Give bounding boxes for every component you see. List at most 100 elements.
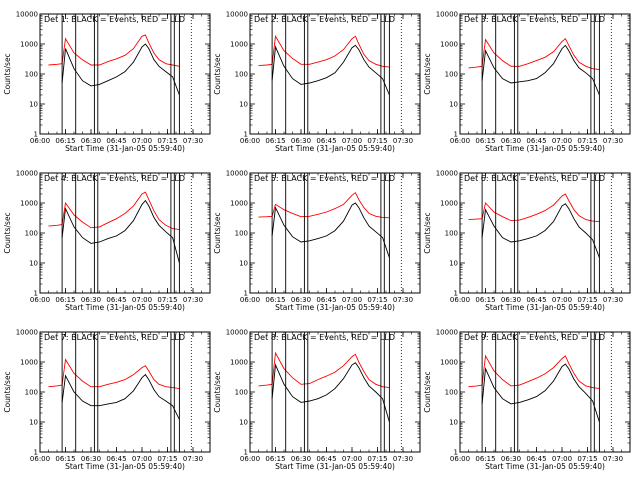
series-line-lld bbox=[48, 191, 180, 231]
y-tick-label: 100 bbox=[235, 389, 248, 397]
panel-title: Det 2: BLACK = Events, RED = LLD bbox=[254, 15, 395, 24]
series-line-events bbox=[481, 363, 600, 423]
x-tick-label: 07:15 bbox=[577, 455, 597, 463]
y-tick-label: 1 bbox=[454, 131, 458, 139]
series-line-events bbox=[271, 202, 390, 258]
y-tick-label: 10 bbox=[449, 101, 458, 109]
panel-title: Det 3: BLACK = Events, RED = LLD bbox=[464, 15, 605, 24]
y-tick-label: 1 bbox=[244, 449, 248, 457]
plot-frame bbox=[459, 331, 631, 453]
x-tick-label: 07:00 bbox=[552, 455, 572, 463]
panel-title: Det 8: BLACK = Events, RED = LLD bbox=[254, 333, 395, 342]
y-tick-label: 10 bbox=[449, 260, 458, 268]
series-line-lld bbox=[468, 354, 600, 390]
x-tick-label: 07:30 bbox=[393, 137, 413, 145]
x-tick-label: 07:15 bbox=[577, 137, 597, 145]
x-tick-label: 06:15 bbox=[55, 137, 75, 145]
x-tick-label: 06:15 bbox=[475, 455, 495, 463]
y-tick-label: 10 bbox=[29, 101, 38, 109]
y-tick-label: 10 bbox=[29, 419, 38, 427]
y-tick-label: 1 bbox=[454, 290, 458, 298]
x-tick-label: 07:30 bbox=[603, 137, 623, 145]
x-tick-label: 06:00 bbox=[240, 455, 260, 463]
y-tick-label: 1 bbox=[34, 449, 38, 457]
x-tick-label: 07:15 bbox=[157, 455, 177, 463]
plot-frame bbox=[39, 172, 211, 294]
y-axis-label: Counts/sec bbox=[3, 212, 12, 253]
x-tick-label: 06:30 bbox=[81, 296, 101, 304]
series-line-lld bbox=[258, 351, 390, 389]
x-tick-label: 07:30 bbox=[183, 455, 203, 463]
x-tick-label: 07:15 bbox=[157, 296, 177, 304]
x-tick-label: 07:15 bbox=[367, 137, 387, 145]
panel-title: Det 4: BLACK = Events, RED = LLD bbox=[44, 174, 185, 183]
x-tick-label: 06:00 bbox=[30, 296, 50, 304]
plot-frame bbox=[459, 13, 631, 135]
y-tick-label: 1 bbox=[34, 131, 38, 139]
y-tick-label: 1000 bbox=[20, 41, 38, 49]
series-line-events bbox=[271, 362, 390, 423]
x-tick-label: 07:30 bbox=[603, 455, 623, 463]
y-tick-label: 10 bbox=[239, 101, 248, 109]
y-tick-label: 10000 bbox=[436, 170, 458, 178]
x-tick-label: 06:30 bbox=[291, 296, 311, 304]
x-tick-label: 07:00 bbox=[342, 296, 362, 304]
y-tick-label: 100 bbox=[445, 230, 458, 238]
x-tick-label: 06:45 bbox=[526, 296, 546, 304]
detector-panel-2: Det 2: BLACK = Events, RED = LLD 1 10 100 10… bbox=[213, 11, 421, 153]
x-axis-label: Start Time (31-Jan-05 05:59:40) bbox=[65, 303, 185, 312]
series-line-events bbox=[61, 373, 180, 420]
x-tick-label: 06:15 bbox=[475, 296, 495, 304]
series-line-lld bbox=[48, 358, 180, 390]
detector-panel-9: Det 9: BLACK = Events, RED = LLD 1 10 100 10… bbox=[423, 329, 631, 471]
panel-title: Det 6: BLACK = Events, RED = LLD bbox=[464, 174, 605, 183]
plot-frame bbox=[39, 331, 211, 453]
detector-panel-7: Det 7: BLACK = Events, RED = LLD 1 10 100 10… bbox=[3, 329, 211, 471]
x-tick-label: 07:15 bbox=[577, 296, 597, 304]
x-tick-label: 07:30 bbox=[183, 137, 203, 145]
plot-frame bbox=[249, 13, 421, 135]
x-tick-label: 06:30 bbox=[81, 455, 101, 463]
x-tick-label: 07:30 bbox=[183, 296, 203, 304]
x-tick-label: 06:45 bbox=[526, 455, 546, 463]
x-tick-label: 06:15 bbox=[265, 455, 285, 463]
x-tick-label: 06:30 bbox=[501, 137, 521, 145]
y-tick-label: 1000 bbox=[230, 41, 248, 49]
y-axis-label: Counts/sec bbox=[213, 53, 222, 94]
x-tick-label: 06:00 bbox=[450, 137, 470, 145]
x-tick-label: 07:00 bbox=[552, 137, 572, 145]
x-tick-label: 07:00 bbox=[132, 455, 152, 463]
x-tick-label: 06:00 bbox=[240, 296, 260, 304]
x-tick-label: 07:30 bbox=[393, 455, 413, 463]
x-tick-label: 06:45 bbox=[106, 296, 126, 304]
y-tick-label: 10000 bbox=[226, 170, 248, 178]
x-axis-label: Start Time (31-Jan-05 05:59:40) bbox=[65, 462, 185, 471]
y-tick-label: 1000 bbox=[20, 200, 38, 208]
y-tick-label: 100 bbox=[25, 230, 38, 238]
series-line-events bbox=[481, 44, 600, 96]
y-axis-label: Counts/sec bbox=[213, 212, 222, 253]
x-tick-label: 06:15 bbox=[265, 137, 285, 145]
x-tick-label: 06:30 bbox=[501, 455, 521, 463]
y-axis-label: Counts/sec bbox=[3, 371, 12, 412]
x-tick-label: 06:45 bbox=[106, 455, 126, 463]
series-line-lld bbox=[258, 192, 390, 219]
x-tick-label: 07:30 bbox=[603, 296, 623, 304]
x-tick-label: 06:15 bbox=[265, 296, 285, 304]
y-tick-label: 10 bbox=[449, 419, 458, 427]
panel-title: Det 7: BLACK = Events, RED = LLD bbox=[44, 333, 185, 342]
x-tick-label: 06:45 bbox=[316, 296, 336, 304]
y-tick-label: 10 bbox=[239, 419, 248, 427]
x-tick-label: 07:00 bbox=[132, 296, 152, 304]
y-tick-label: 1000 bbox=[20, 359, 38, 367]
panel-title: Det 5: BLACK = Events, RED = LLD bbox=[254, 174, 395, 183]
detector-panel-8: Det 8: BLACK = Events, RED = LLD 1 10 100 10… bbox=[213, 329, 421, 471]
y-tick-label: 1000 bbox=[440, 359, 458, 367]
y-tick-label: 1 bbox=[34, 290, 38, 298]
x-tick-label: 06:00 bbox=[450, 296, 470, 304]
x-tick-label: 06:15 bbox=[475, 137, 495, 145]
y-tick-label: 1 bbox=[454, 449, 458, 457]
x-tick-label: 06:45 bbox=[106, 137, 126, 145]
y-tick-label: 10000 bbox=[16, 170, 38, 178]
